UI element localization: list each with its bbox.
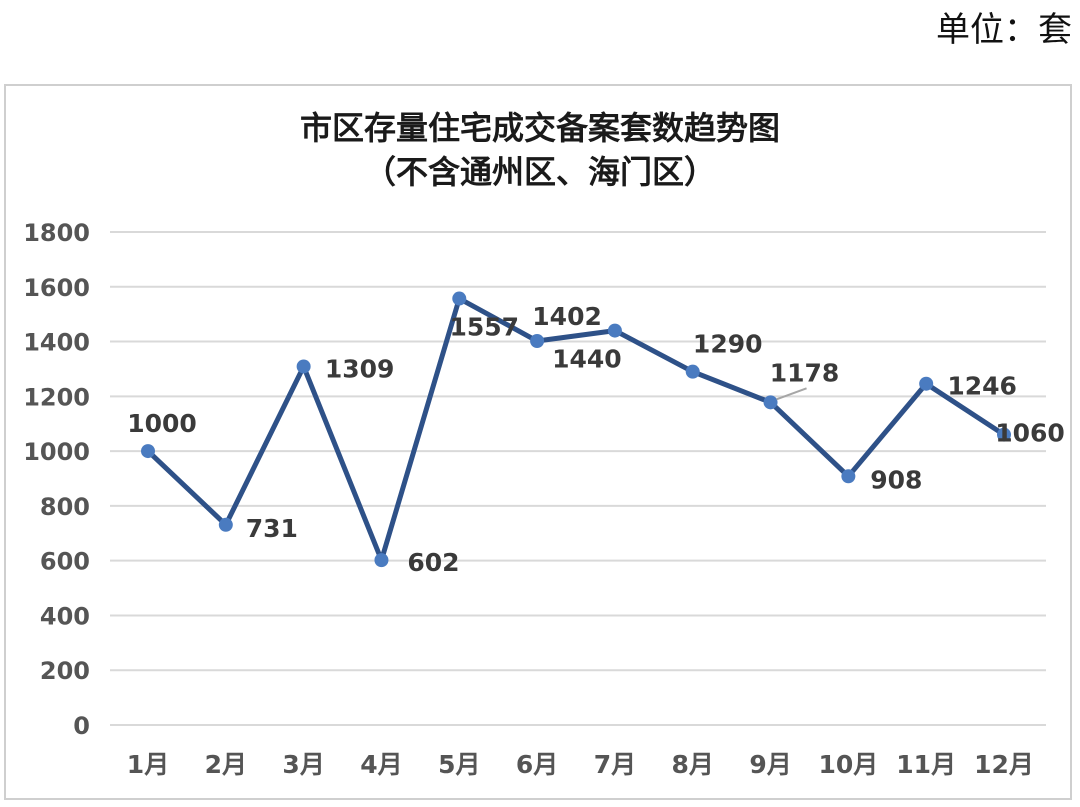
x-tick-label-7: 8月 <box>672 750 714 779</box>
x-tick-label-8: 9月 <box>749 750 791 779</box>
y-tick-label-1: 200 <box>40 657 90 685</box>
data-label-7: 1290 <box>693 330 763 359</box>
marker-5 <box>530 334 545 349</box>
x-tick-label-5: 6月 <box>516 750 558 779</box>
marker-6 <box>607 323 622 338</box>
marker-8 <box>763 395 778 410</box>
marker-9 <box>841 469 856 484</box>
data-label-10: 1246 <box>947 372 1017 401</box>
y-tick-label-6: 1200 <box>23 383 90 411</box>
data-label-6: 1440 <box>552 345 622 374</box>
x-tick-label-0: 1月 <box>127 750 169 779</box>
chart-title: 市区存量住宅成交备案套数趋势图 <box>300 109 780 147</box>
series-markers <box>141 291 1011 568</box>
y-tick-label-7: 1400 <box>23 329 90 357</box>
x-tick-label-3: 4月 <box>360 750 402 779</box>
x-axis: 1月 2月 3月 4月 5月 6月 7月 8月 9月 10月 11月 12月 <box>127 750 1034 779</box>
marker-11 <box>997 427 1011 442</box>
y-tick-label-5: 1000 <box>23 438 90 466</box>
data-label-11: 1060 <box>995 419 1065 448</box>
chart-subtitle: （不含通州区、海门区） <box>364 153 716 191</box>
data-label-0: 1000 <box>127 409 197 438</box>
unit-label: 单位：套 <box>936 10 1072 50</box>
marker-1 <box>218 517 233 532</box>
y-tick-label-2: 400 <box>40 602 90 630</box>
chart-frame <box>4 84 1072 800</box>
y-tick-label-9: 1800 <box>23 219 90 247</box>
data-label-3: 602 <box>407 548 459 577</box>
x-tick-label-11: 12月 <box>974 750 1034 779</box>
y-tick-label-3: 600 <box>40 548 90 576</box>
x-tick-label-1: 2月 <box>205 750 247 779</box>
x-tick-label-4: 5月 <box>438 750 480 779</box>
y-axis: 0 200 400 600 800 1000 1200 1400 1600 1800 <box>23 219 90 740</box>
marker-3 <box>374 553 389 568</box>
data-label-2: 1309 <box>325 354 395 383</box>
data-label-8: 1178 <box>770 358 840 387</box>
marker-10 <box>919 376 934 391</box>
series-line <box>145 296 1007 563</box>
leader-line-8 <box>776 387 807 401</box>
x-tick-label-10: 11月 <box>896 750 956 779</box>
marker-2 <box>296 359 311 374</box>
data-label-9: 908 <box>870 465 922 494</box>
data-label-5: 1402 <box>532 302 602 331</box>
data-label-4: 1557 <box>449 313 519 342</box>
series-polyline <box>145 296 1007 563</box>
marker-4 <box>452 291 467 306</box>
x-tick-label-6: 7月 <box>594 750 636 779</box>
marker-7 <box>685 364 700 379</box>
marker-0 <box>141 444 155 459</box>
x-tick-label-9: 10月 <box>818 750 878 779</box>
y-tick-label-8: 1600 <box>23 274 90 302</box>
x-tick-label-2: 3月 <box>282 750 324 779</box>
y-tick-label-0: 0 <box>73 712 90 740</box>
data-label-1: 731 <box>246 514 298 543</box>
y-tick-label-4: 800 <box>40 493 90 521</box>
gridlines <box>110 231 1046 726</box>
